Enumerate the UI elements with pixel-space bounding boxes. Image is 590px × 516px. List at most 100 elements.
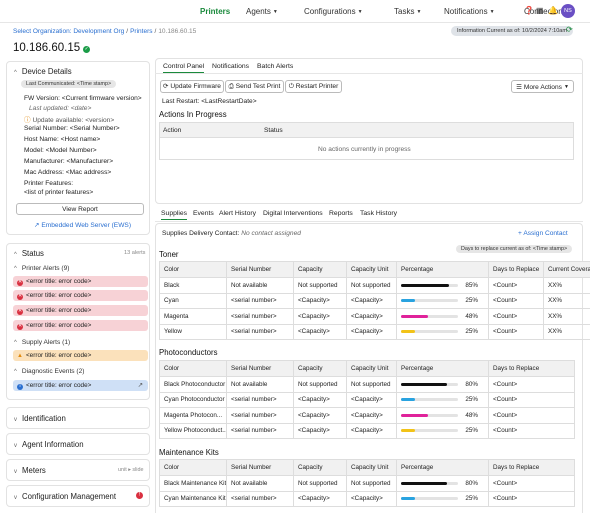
- breadcrumb-separator: /: [154, 28, 157, 35]
- capacity-cell: <Capacity>: [293, 422, 347, 439]
- column-header[interactable]: Days to Replace: [488, 261, 544, 278]
- printer-alert-row[interactable]: ✕ <error title: error code>: [13, 305, 148, 316]
- tab-notifications[interactable]: Notifications: [212, 63, 250, 70]
- table-row[interactable]: Magenta Photocon... <serial number> <Capac…: [159, 407, 575, 424]
- tab-events[interactable]: Events: [193, 210, 214, 217]
- agent-information-panel[interactable]: [6, 433, 150, 455]
- table-row[interactable]: Cyan <serial number> <Capacity> <Capacity> 2…: [159, 292, 590, 309]
- column-header[interactable]: Capacity Unit: [346, 261, 397, 278]
- nav-agents[interactable]: Agents ▼: [246, 7, 278, 16]
- tab-task-history[interactable]: Task History: [360, 210, 398, 217]
- column-header[interactable]: Percentage: [396, 261, 489, 278]
- table-row[interactable]: Yellow Photoconduct... <serial number> <Ca…: [159, 422, 575, 439]
- column-header[interactable]: Percentage: [396, 459, 489, 476]
- nav-printers[interactable]: Printers: [200, 7, 231, 16]
- diagnostic-event-row[interactable]: i <error title: error code> ↗: [13, 380, 148, 391]
- nav-notifications-label: Notifications: [444, 7, 488, 16]
- agent-information-title: Agent Information: [22, 440, 84, 449]
- table-row[interactable]: Black Photoconductor Not available Not sup…: [159, 376, 575, 393]
- table-row[interactable]: Black Not available Not supported Not suppo…: [159, 277, 590, 294]
- level-bar: [401, 283, 458, 287]
- table-row[interactable]: Magenta <serial number> <Capacity> <Capacit…: [159, 308, 590, 325]
- apps-grid-icon[interactable]: ▦: [536, 6, 544, 15]
- column-header[interactable]: Percentage: [396, 360, 489, 377]
- column-header[interactable]: Capacity: [293, 261, 347, 278]
- column-header[interactable]: Capacity Unit: [346, 360, 397, 377]
- table-row[interactable]: Cyan Photoconductor <serial number> <Capac…: [159, 391, 575, 408]
- percentage-label: 25%: [465, 396, 478, 404]
- tab-alert-history[interactable]: Alert History: [219, 210, 257, 217]
- update-firmware-button[interactable]: ⟳ Update Firmware: [160, 80, 224, 93]
- table-row[interactable]: Cyan Maintenance Kit <serial number> <Capa…: [159, 490, 575, 507]
- warning-icon: ▲: [17, 353, 23, 359]
- refresh-icon: ⟳: [163, 83, 171, 90]
- table-row[interactable]: Black Maintenance Kit Not available Not su…: [159, 475, 575, 492]
- chevron-down-icon: v: [14, 495, 17, 501]
- column-header[interactable]: Serial Number: [226, 261, 294, 278]
- column-header[interactable]: Color: [159, 360, 227, 377]
- column-header[interactable]: Serial Number: [226, 459, 294, 476]
- diagnostic-events-group[interactable]: ^ Diagnostic Events (2): [14, 368, 85, 375]
- column-header[interactable]: Days to Replace: [488, 360, 575, 377]
- meters-header[interactable]: v Meters: [14, 466, 46, 475]
- column-header[interactable]: Capacity Unit: [346, 459, 397, 476]
- delivery-contact-label: Supplies Delivery Contact:: [162, 230, 240, 237]
- update-available-text: Update available: <version>: [32, 117, 115, 124]
- percentage-cell: 25%: [396, 422, 489, 439]
- nav-notifications[interactable]: Notifications ▼: [444, 7, 495, 16]
- capacity-unit-cell: <Capacity>: [346, 292, 397, 309]
- top-nav: Printers Agents ▼ Configurations ▼ Tasks ▼ …: [0, 0, 590, 23]
- refresh-icon[interactable]: ⟳: [566, 25, 573, 34]
- level-bar: [401, 299, 458, 303]
- configuration-header[interactable]: v Configuration Management: [14, 492, 116, 501]
- breadcrumb-printers[interactable]: Printers: [130, 28, 153, 35]
- nav-configurations[interactable]: Configurations ▼: [304, 7, 363, 16]
- meters-panel[interactable]: [6, 459, 150, 481]
- restart-printer-button[interactable]: ⏻ Restart Printer: [285, 80, 342, 93]
- supply-alerts-group[interactable]: ^ Supply Alerts (1): [14, 339, 70, 346]
- printer-alert-row[interactable]: ✕ <error title: error code>: [13, 320, 148, 331]
- tab-batch-alerts[interactable]: Batch Alerts: [257, 63, 294, 70]
- table-row[interactable]: Yellow <serial number> <Capacity> <Capacity…: [159, 323, 590, 340]
- bell-icon[interactable]: 🔔: [548, 6, 558, 15]
- photoconductors-title: Photoconductors: [159, 348, 218, 357]
- serial-cell: Not available: [226, 376, 294, 393]
- tab-reports[interactable]: Reports: [329, 210, 353, 217]
- agent-information-header[interactable]: v Agent Information: [14, 440, 84, 449]
- view-report-button[interactable]: View Report: [16, 203, 144, 215]
- breadcrumb-org[interactable]: Select Organization: Development Org: [13, 28, 125, 35]
- device-details-header[interactable]: ^ Device Details: [14, 67, 72, 76]
- printer-alerts-label: Printer Alerts (9): [21, 265, 70, 272]
- column-header[interactable]: Current Coverage: [543, 261, 590, 278]
- status-header[interactable]: ^ Status: [14, 249, 44, 258]
- supply-alert-row[interactable]: ▲ <error title: error code>: [13, 350, 148, 361]
- column-header[interactable]: Capacity: [293, 360, 347, 377]
- nav-tasks[interactable]: Tasks ▼: [394, 7, 421, 16]
- column-header[interactable]: Capacity: [293, 459, 347, 476]
- level-bar-fill: [401, 413, 429, 417]
- printer-alerts-group[interactable]: ^ Printer Alerts (9): [14, 265, 69, 272]
- tab-supplies[interactable]: Supplies: [161, 210, 188, 220]
- configuration-panel[interactable]: [6, 485, 150, 507]
- identification-header[interactable]: v Identification: [14, 414, 66, 423]
- more-actions-button[interactable]: ☰ More Actions ▼: [511, 80, 574, 93]
- tab-control-panel[interactable]: Control Panel: [163, 63, 205, 73]
- identification-panel[interactable]: [6, 407, 150, 429]
- percentage-cell: 25%: [396, 292, 489, 309]
- help-icon[interactable]: ❓: [524, 6, 534, 15]
- printer-alert-row[interactable]: ✕ <error title: error code>: [13, 290, 148, 301]
- current-coverage-cell: XX%: [543, 308, 590, 325]
- ews-link[interactable]: ↗ Embedded Web Server (EWS): [34, 221, 131, 229]
- assign-contact-link[interactable]: + Assign Contact: [518, 230, 568, 237]
- avatar[interactable]: NS: [561, 4, 575, 18]
- send-test-print-button[interactable]: ⎙ Send Test Print: [225, 80, 284, 93]
- printer-alert-row[interactable]: ✕ <error title: error code>: [13, 276, 148, 287]
- external-link-icon[interactable]: ↗: [137, 382, 143, 389]
- column-header[interactable]: Color: [159, 459, 227, 476]
- tab-digital-interventions[interactable]: Digital Interventions: [263, 210, 323, 217]
- level-bar-fill: [401, 429, 416, 433]
- column-header[interactable]: Days to Replace: [488, 459, 575, 476]
- column-header[interactable]: Color: [159, 261, 227, 278]
- update-available[interactable]: ⓘ Update available: <version>: [24, 114, 114, 124]
- column-header[interactable]: Serial Number: [226, 360, 294, 377]
